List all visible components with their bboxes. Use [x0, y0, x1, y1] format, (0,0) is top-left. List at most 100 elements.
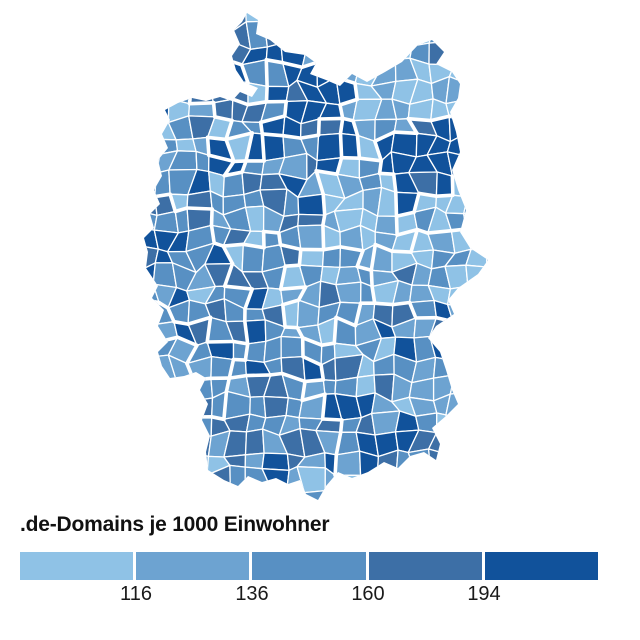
legend-title: .de-Domains je 1000 Einwohner — [20, 513, 330, 536]
district-cell — [335, 281, 362, 304]
district-cell — [465, 13, 488, 28]
district-cell — [485, 430, 488, 457]
district-cell — [435, 412, 450, 434]
district-cell — [171, 63, 194, 87]
district-cell — [481, 96, 488, 120]
district-cell — [297, 193, 326, 216]
district-cell — [144, 60, 157, 84]
legend-swatch-5 — [484, 552, 599, 580]
district-cell — [170, 13, 190, 29]
district-cell — [186, 66, 212, 87]
district-cell — [466, 173, 488, 198]
district-cell — [453, 486, 475, 500]
legend-tick-label: 160 — [351, 583, 385, 605]
district-cell — [150, 13, 177, 29]
district-cell — [144, 340, 156, 358]
district-cell — [445, 358, 473, 384]
district-cell — [336, 13, 363, 31]
district-cell — [144, 194, 158, 217]
district-cell — [428, 25, 454, 44]
district-cell — [152, 446, 172, 473]
district-cell — [334, 450, 362, 477]
district-cell — [186, 42, 212, 69]
district-cell — [428, 40, 455, 66]
district-cell — [144, 24, 160, 44]
district-cell — [144, 373, 159, 402]
district-cell — [388, 45, 413, 60]
district-cell — [376, 471, 399, 494]
district-cell — [485, 467, 488, 492]
district-cell — [174, 398, 197, 418]
district-cell — [144, 13, 160, 27]
district-cell — [188, 24, 212, 50]
district-cell — [338, 486, 362, 500]
district-cell — [464, 380, 488, 397]
district-cell — [151, 409, 177, 437]
district-cell — [481, 173, 488, 196]
district-cell — [168, 409, 198, 437]
district-cell — [471, 446, 488, 476]
district-cell — [154, 169, 171, 198]
district-cell — [194, 397, 214, 418]
district-cell — [445, 25, 471, 51]
district-cell — [395, 471, 420, 493]
district-cell — [484, 355, 488, 382]
district-cell — [448, 115, 474, 143]
district-cell — [469, 337, 486, 365]
district-cell — [324, 486, 342, 500]
district-cell — [151, 60, 173, 87]
district-cell — [297, 13, 327, 32]
district-cell — [435, 171, 454, 197]
district-cell — [155, 464, 172, 488]
district-cell — [485, 446, 488, 474]
district-cell — [490, 487, 507, 509]
district-cell — [191, 474, 210, 488]
district-cell — [151, 430, 172, 453]
district-cell — [469, 318, 488, 346]
district-cell — [340, 24, 363, 51]
legend-color-scale — [20, 552, 599, 580]
legend-swatch-1 — [20, 552, 134, 580]
district-cell — [186, 435, 212, 458]
district-cell — [206, 484, 231, 500]
district-cell — [316, 132, 343, 162]
district-cell — [296, 466, 326, 494]
legend-swatch-2 — [136, 552, 250, 580]
district-cell — [278, 489, 306, 500]
district-cell — [464, 391, 488, 421]
district-cell — [468, 471, 488, 489]
district-cell — [465, 300, 488, 323]
district-cell — [149, 97, 170, 124]
district-cell — [376, 186, 398, 217]
district-cell — [192, 377, 214, 402]
district-cell — [210, 13, 235, 31]
district-cell — [465, 280, 488, 308]
district-cell — [451, 446, 474, 476]
district-cell — [210, 24, 235, 44]
district-cell — [186, 450, 210, 477]
district-cell — [487, 395, 488, 418]
district-cell — [482, 83, 488, 103]
district-cell — [144, 429, 154, 457]
district-cell — [144, 485, 157, 500]
district-cell — [186, 190, 213, 210]
district-cell — [299, 489, 327, 500]
district-cell — [148, 398, 177, 416]
district-cell — [465, 264, 488, 287]
district-cell — [453, 473, 474, 493]
district-cell — [169, 450, 196, 477]
district-cell — [485, 205, 488, 231]
district-cell — [244, 452, 265, 470]
district-cell — [280, 335, 304, 359]
district-cell — [432, 356, 456, 379]
district-cell — [321, 13, 342, 32]
district-cell — [297, 30, 323, 44]
legend-swatch-4 — [368, 552, 482, 580]
district-cell — [489, 24, 508, 48]
district-cell — [263, 20, 285, 48]
district-cell — [144, 96, 157, 123]
district-cell — [280, 30, 309, 45]
district-cell — [297, 213, 326, 227]
legend-tick-label: 136 — [235, 583, 269, 605]
